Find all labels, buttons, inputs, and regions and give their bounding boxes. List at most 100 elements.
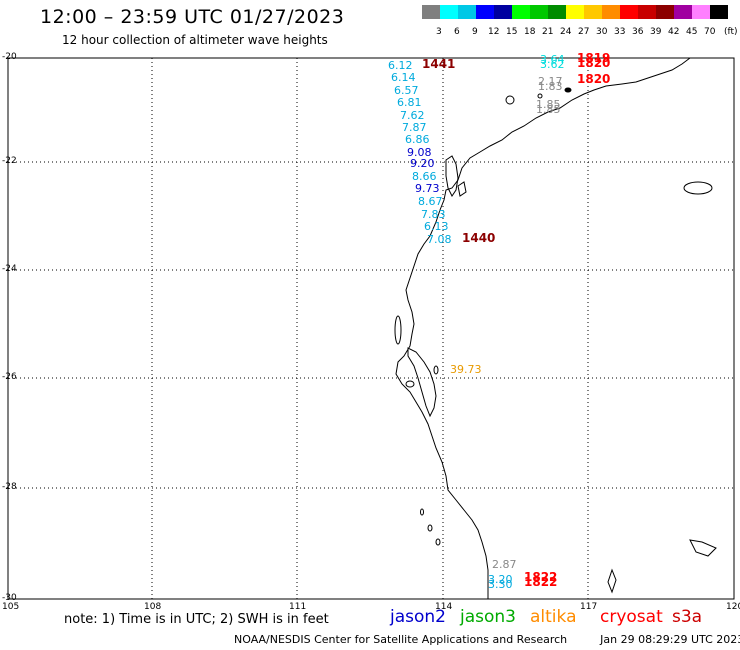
lon-label: 108 bbox=[144, 602, 162, 612]
wave-height-value: 6.13 bbox=[424, 220, 449, 233]
legend-swatch bbox=[512, 5, 530, 19]
legend-swatch bbox=[440, 5, 458, 19]
legend-swatch bbox=[458, 5, 476, 19]
wave-height-value: 6.81 bbox=[397, 96, 422, 109]
pass-time: 1822 bbox=[524, 570, 558, 584]
lat-label: -26 bbox=[2, 372, 17, 382]
legend-swatch bbox=[548, 5, 566, 19]
legend-swatch bbox=[566, 5, 584, 19]
wave-height-value: 6.57 bbox=[394, 84, 419, 97]
legend-label: 21 bbox=[542, 27, 554, 37]
legend-swatch bbox=[638, 5, 656, 19]
wave-height-value: 9.08 bbox=[407, 146, 432, 159]
wave-height-value: 9.20 bbox=[410, 157, 435, 170]
lat-label: -30 bbox=[2, 593, 17, 603]
legend-label: 30 bbox=[596, 27, 608, 37]
legend-label: 36 bbox=[632, 27, 644, 37]
legend-label: 12 bbox=[488, 27, 500, 37]
legend-swatch bbox=[656, 5, 674, 19]
legend-label: 39 bbox=[650, 27, 662, 37]
bernier-island bbox=[433, 365, 439, 375]
legend-swatch bbox=[692, 5, 710, 19]
lat-label: -20 bbox=[2, 52, 17, 62]
wave-height-value: 7.62 bbox=[400, 109, 425, 122]
wave-height-value: 1.85 bbox=[536, 98, 561, 111]
legend-swatch bbox=[422, 5, 440, 19]
satellite-name: altika bbox=[530, 607, 577, 627]
island-shark-bay bbox=[405, 380, 415, 388]
wave-height-value: 8.66 bbox=[412, 170, 437, 183]
legend-label: 24 bbox=[560, 27, 572, 37]
coastline bbox=[395, 57, 691, 599]
wave-height-value: 6.12 bbox=[388, 59, 413, 72]
wave-height-value: 1.85 bbox=[536, 103, 561, 116]
wave-height-value: 6.14 bbox=[391, 71, 416, 84]
page-subtitle: 12 hour collection of altimeter wave hei… bbox=[62, 33, 328, 47]
legend-label: 18 bbox=[524, 27, 536, 37]
wave-height-value: 3.30 bbox=[488, 578, 513, 591]
abrolhos-island-2 bbox=[435, 538, 441, 546]
legend-swatch bbox=[584, 5, 602, 19]
abrolhos-island-1 bbox=[427, 524, 433, 532]
satellite-name: jason2 bbox=[390, 607, 446, 627]
pass-time: 1440 bbox=[462, 231, 496, 245]
wave-height-value: 7.08 bbox=[427, 233, 452, 246]
lat-label: -28 bbox=[2, 482, 17, 492]
map-frame bbox=[7, 57, 735, 600]
lon-label: 114 bbox=[435, 602, 453, 612]
lon-label: 111 bbox=[289, 602, 307, 612]
lat-label: -22 bbox=[2, 156, 17, 166]
wave-height-value: 3.20 bbox=[488, 573, 513, 586]
legend-label: 45 bbox=[686, 27, 698, 37]
pass-time: 1441 bbox=[422, 57, 456, 71]
exmouth-gulf bbox=[457, 181, 467, 197]
credit-line: NOAA/NESDIS Center for Satellite Applica… bbox=[234, 633, 740, 646]
wave-height-value: 9.73 bbox=[415, 182, 440, 195]
wave-height-value: 3.64 bbox=[540, 53, 565, 66]
color-legend: 3 6 9 12 15 18 21 24 27 30 33 36 39 42 45 70 (ft) bbox=[422, 5, 738, 37]
wave-height-value: 6.86 bbox=[405, 133, 430, 146]
wave-height-value: 39.73 bbox=[450, 363, 482, 376]
legend-label: 70 bbox=[704, 27, 716, 37]
wave-height-value: 2.87 bbox=[492, 558, 517, 571]
lat-lon-grid bbox=[8, 58, 734, 599]
wave-height-value: 7.83 bbox=[421, 208, 446, 221]
lake-south-east-1 bbox=[607, 568, 617, 594]
legend-swatch bbox=[476, 5, 494, 19]
generated-time: Jan 29 08:29:29 UTC 2023 bbox=[600, 633, 740, 646]
shark-bay-peninsula bbox=[407, 347, 437, 418]
legend-swatch bbox=[620, 5, 638, 19]
legend-swatch bbox=[530, 5, 548, 19]
pass-time: 1819 bbox=[577, 51, 611, 65]
north-west-cape bbox=[445, 155, 459, 197]
wave-height-value: 7.87 bbox=[402, 121, 427, 134]
lon-label: 105 bbox=[2, 602, 20, 612]
pass-time: 1820 bbox=[577, 72, 611, 86]
satellite-name: jason3 bbox=[460, 607, 516, 627]
page-title: 12:00 – 23:59 UTC 01/27/2023 bbox=[40, 6, 345, 28]
satellite-name: cryosat bbox=[600, 607, 663, 627]
abrolhos-island-3 bbox=[420, 508, 424, 516]
legend-swatch bbox=[674, 5, 692, 19]
pass-time: 1820 bbox=[577, 56, 611, 70]
legend-swatch bbox=[710, 5, 728, 19]
island-small-2 bbox=[564, 87, 572, 93]
legend-label: 9 bbox=[472, 27, 478, 37]
legend-label: 27 bbox=[578, 27, 590, 37]
legend-swatch bbox=[494, 5, 512, 19]
island-small-1 bbox=[537, 93, 543, 99]
footer-note: note: 1) Time is in UTC; 2) SWH is in fe… bbox=[64, 612, 329, 627]
wave-height-value: 1.83 bbox=[538, 80, 563, 93]
legend-swatch bbox=[602, 5, 620, 19]
lon-label: 120 bbox=[726, 602, 740, 612]
legend-label: 15 bbox=[506, 27, 518, 37]
wave-height-value: 2.17 bbox=[538, 75, 563, 88]
wave-height-value: 8.67 bbox=[418, 195, 443, 208]
lake-south-east-2 bbox=[689, 539, 717, 557]
pass-time: 1822 bbox=[524, 575, 558, 589]
legend-label: 6 bbox=[454, 27, 460, 37]
barrow-island bbox=[505, 95, 515, 105]
legend-label: 3 bbox=[436, 27, 442, 37]
legend-label: 42 bbox=[668, 27, 680, 37]
